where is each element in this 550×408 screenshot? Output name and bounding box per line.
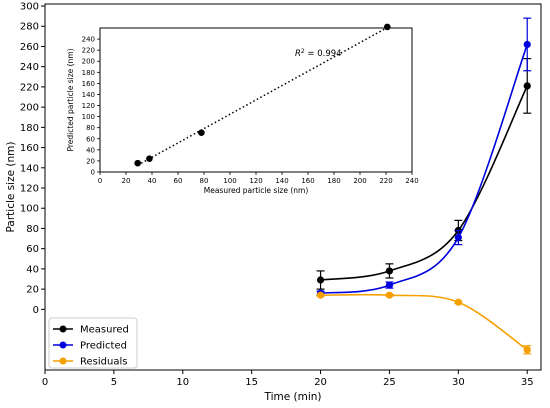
inset-y-tick-label: 40	[86, 146, 95, 154]
inset-y-tick-label: 140	[82, 91, 95, 99]
main-series-layer	[316, 17, 532, 355]
y-tick-label: 60	[26, 244, 39, 255]
data-point	[523, 346, 531, 354]
inset-y-tick-label: 100	[82, 113, 95, 121]
legend-label: Measured	[80, 325, 129, 336]
inset-x-tick-label: 0	[98, 177, 102, 185]
x-tick-label: 0	[42, 377, 48, 388]
inset-x-tick-label: 40	[148, 177, 157, 185]
inset-y-tick-label: 120	[82, 102, 95, 110]
y-tick-label: 140	[20, 163, 39, 174]
inset-x-tick-label: 20	[122, 177, 131, 185]
legend-marker	[59, 357, 67, 365]
y-tick-label: 40	[26, 264, 39, 275]
series-line	[320, 85, 528, 281]
y-tick-label: 280	[20, 22, 39, 33]
y-tick-label: 0	[33, 305, 39, 316]
inset-x-axis-title: Measured particle size (nm)	[204, 186, 309, 195]
inset-data-point	[134, 159, 141, 167]
series-line	[320, 293, 528, 351]
inset-x-tick-label: 180	[327, 177, 340, 185]
y-tick-label: 240	[20, 62, 39, 73]
data-point	[385, 291, 394, 299]
main-x-axis: 0 5 10 15 20 25 30 35	[42, 370, 534, 388]
main-y-axis-title: Particle size (nm)	[5, 142, 17, 233]
inset-y-tick-label: 220	[82, 47, 95, 55]
r2-superscript: 2	[301, 48, 305, 55]
inset-y-tick-label: 160	[82, 80, 95, 88]
data-point	[385, 281, 394, 289]
inset-y-axis: 0 20 40 60 80 100 120 140 160 180 200 220 240	[82, 36, 100, 177]
y-tick-label: 200	[20, 103, 39, 114]
data-point	[523, 40, 531, 49]
inset-x-tick-label: 220	[379, 177, 392, 185]
inset-data-point	[384, 23, 391, 31]
inset-x-tick-label: 80	[200, 177, 209, 185]
x-tick-label: 10	[176, 377, 189, 388]
legend-box	[48, 317, 138, 369]
inset-x-tick-label: 160	[301, 177, 314, 185]
inset-y-tick-label: 80	[86, 124, 95, 132]
y-tick-label: 160	[20, 143, 39, 154]
inset-y-tick-label: 180	[82, 69, 95, 77]
inset-x-tick-label: 100	[223, 177, 236, 185]
y-tick-label: 260	[20, 42, 39, 53]
inset-x-axis: 0 20 40 60 80 100 120 140 160 180 200 220 240	[98, 172, 419, 185]
inset-y-tick-label: 200	[82, 58, 95, 66]
legend-marker	[59, 325, 67, 333]
data-point	[454, 233, 462, 242]
main-y-axis: 0 20 40 60 80 100 120 140 160 180 200 220 240 260 280 3…	[20, 2, 45, 316]
r2-symbol: R	[295, 49, 301, 59]
inset-x-tick-label: 140	[275, 177, 288, 185]
data-point	[454, 298, 462, 306]
inset-plot-frame	[99, 27, 413, 173]
data-point	[523, 82, 531, 90]
x-tick-label: 30	[452, 377, 465, 388]
legend-label: Residuals	[80, 357, 127, 368]
inset-x-tick-label: 120	[249, 177, 262, 185]
inset-y-tick-label: 60	[86, 135, 95, 143]
inset-x-tick-label: 60	[174, 177, 183, 185]
inset-y-axis-title: Predicted particle size (nm)	[66, 48, 75, 151]
series-line	[320, 44, 528, 294]
inset-data-point	[146, 155, 153, 163]
legend: Measured Predicted Residuals	[48, 317, 138, 369]
inset-series-layer	[134, 23, 391, 167]
y-tick-label: 300	[20, 2, 39, 13]
y-tick-label: 180	[20, 123, 39, 134]
data-point	[385, 267, 394, 275]
inset-data-point	[198, 129, 205, 136]
x-tick-label: 35	[521, 377, 534, 388]
main-plot-frame	[44, 3, 542, 371]
x-tick-label: 5	[111, 377, 117, 388]
inset-y-tick-label: 0	[91, 169, 95, 177]
r2-value: = 0.994	[305, 49, 342, 59]
trend-line	[137, 26, 388, 166]
legend-label: Predicted	[80, 341, 127, 352]
inset-y-tick-label: 240	[82, 36, 95, 44]
y-tick-label: 120	[20, 184, 39, 195]
x-tick-label: 15	[245, 377, 258, 388]
legend-marker	[59, 341, 67, 349]
main-x-axis-title: Time (min)	[263, 391, 321, 403]
data-point	[316, 291, 325, 299]
inset-chart: 0 20 40 60 80 100 120 140 160 180 200 220 240 0 20 40 6…	[66, 23, 419, 195]
data-point	[316, 276, 325, 284]
x-tick-label: 20	[314, 377, 327, 388]
y-tick-label: 80	[26, 224, 39, 235]
x-tick-label: 25	[383, 377, 396, 388]
inset-r2-annotation: R2 = 0.994	[295, 48, 342, 59]
inset-y-tick-label: 20	[86, 157, 95, 165]
y-tick-label: 100	[20, 204, 39, 215]
y-tick-label: 220	[20, 82, 39, 93]
inset-x-tick-label: 200	[353, 177, 366, 185]
y-tick-label: 20	[26, 285, 39, 296]
inset-x-tick-label: 240	[405, 177, 418, 185]
